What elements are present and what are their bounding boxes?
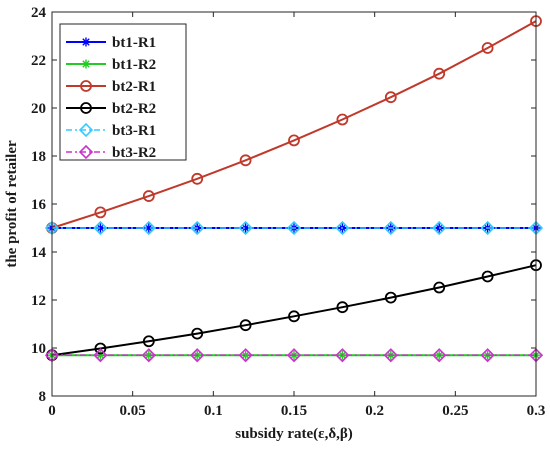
data-point-bt3-R2 [335,348,350,363]
y-tick-label: 12 [31,293,46,309]
y-tick-label: 24 [31,5,47,21]
data-point-bt2-R1 [239,154,252,167]
ticks-layer: 0 0.05 0.1 0.15 0.2 0.25 0.3 8 10 12 14 16 18 20 22 24 [31,5,545,419]
data-point-bt3-R1 [335,220,350,236]
x-tick-label: 0.3 [527,403,546,419]
x-tick-label: 0.25 [442,403,468,419]
legend-label: bt1-R1 [112,35,156,51]
legend-label: bt3-R2 [112,145,156,161]
data-point-bt3-R1 [432,220,447,236]
legend-marker [81,37,91,47]
y-tick-label: 20 [31,101,46,117]
legend-marker [78,144,94,160]
data-point-bt3-R2 [286,348,302,363]
data-point-bt2-R1 [336,113,349,126]
data-point-bt3-R1 [286,220,302,236]
y-tick-label: 22 [31,53,46,69]
data-point-bt2-R1 [142,190,155,202]
y-tick-label: 16 [31,197,47,213]
data-point-bt3-R1 [238,220,253,236]
series-bt2-R2 [46,259,542,362]
data-point-bt2-R2 [191,327,204,340]
legend-label: bt2-R1 [112,79,156,95]
data-point-bt3-R2 [383,348,398,363]
legend-item-bt1-R2: bt1-R2 [66,57,156,73]
data-point-bt3-R1 [141,220,156,236]
data-point-bt2-R2 [336,301,349,314]
legend-item-bt3-R2: bt3-R2 [66,144,156,161]
data-point-bt2-R2 [384,291,397,304]
data-point-bt2-R2 [288,310,300,323]
legend-label: bt3-R1 [112,123,156,139]
x-tick-label: 0.2 [365,403,384,419]
data-point-bt2-R1 [481,42,494,54]
series-line-bt2-R1 [51,20,537,229]
data-point-bt3-R2 [432,348,447,363]
data-point-bt1-R2 [241,350,251,360]
data-point-bt2-R2 [94,342,107,355]
data-point-bt3-R2 [141,348,156,363]
legend-box [59,23,187,161]
legend-item-bt3-R1: bt3-R1 [66,122,156,139]
data-point-bt3-R2 [238,348,253,363]
y-tick-label: 14 [31,245,47,261]
legend-marker [78,122,94,138]
series-line-bt2-R2 [51,264,537,357]
data-point-bt3-R1 [93,220,108,236]
series-bt3-R1 [44,220,544,236]
legend-label: bt2-R2 [112,101,156,117]
data-point-bt3-R2 [480,348,495,363]
x-tick-label: 0.05 [120,403,146,419]
data-point-bt3-R2 [93,348,108,363]
legend-item-bt2-R1: bt2-R1 [66,79,156,95]
data-point-bt2-R1 [94,206,107,219]
data-point-bt3-R1 [383,220,398,236]
data-point-bt3-R1 [480,220,495,236]
data-point-bt3-R2 [190,348,205,363]
y-tick-label: 18 [31,149,46,165]
x-tick-label: 0 [48,403,56,419]
legend-item-bt2-R2: bt2-R2 [66,101,156,117]
x-tick-label: 0.15 [281,403,307,419]
data-point-bt2-R1 [288,134,300,147]
data-point-bt2-R2 [433,281,446,294]
y-axis-title: the profit of retailer [4,140,20,268]
y-tick-label: 10 [31,341,46,357]
legend-marker [81,59,91,69]
data-point-bt2-R1 [384,91,397,104]
series-layer [44,15,544,363]
legend-label: bt1-R2 [112,57,156,73]
legend: bt1-R1 bt1-R2 bt2-R1 bt2-R2 bt3-R1 bt3-R2 [59,23,187,161]
data-point-bt2-R1 [433,67,446,80]
data-point-bt2-R2 [142,335,155,348]
data-point-bt1-R1 [241,223,251,233]
y-tick-label: 8 [39,389,47,405]
x-axis-title: subsidy rate(ε,δ,β) [235,426,353,442]
legend-marker [80,80,92,92]
legend-item-bt1-R1: bt1-R1 [66,35,156,51]
data-point-bt2-R1 [191,172,204,185]
data-point-bt3-R1 [190,220,205,236]
data-point-bt2-R2 [239,319,252,332]
data-point-bt2-R2 [481,270,494,283]
legend-marker [80,102,92,114]
x-tick-label: 0.1 [204,403,223,419]
